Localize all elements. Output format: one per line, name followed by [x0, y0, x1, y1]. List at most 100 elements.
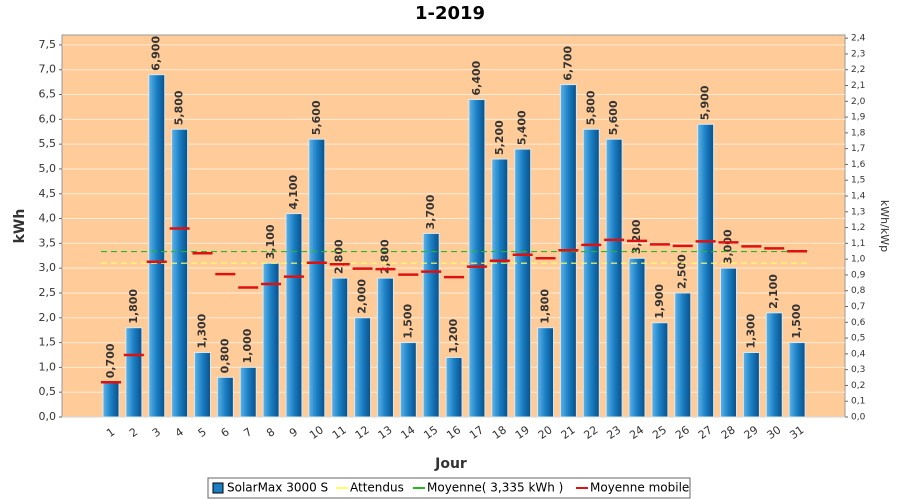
- value-label: 1,300: [195, 313, 208, 348]
- y2-tick-label: 1,1: [851, 239, 865, 249]
- bar: [445, 356, 463, 418]
- value-label: 3,200: [630, 219, 643, 254]
- bar: [628, 257, 646, 418]
- y-tick-label: 7,5: [39, 38, 57, 51]
- x-tick-label: 8: [264, 425, 277, 440]
- value-label: 3,700: [424, 194, 437, 229]
- y2-tick-label: 0,9: [851, 270, 866, 280]
- value-label: 5,800: [173, 90, 186, 125]
- y-tick-label: 0,5: [39, 385, 57, 398]
- y2-tick-label: 1,2: [851, 223, 865, 233]
- x-tick-label: 9: [287, 425, 300, 440]
- bar: [697, 123, 715, 418]
- legend-swatch: [212, 482, 224, 494]
- y2-tick-label: 1,5: [851, 176, 865, 186]
- x-tick-label: 4: [173, 425, 186, 440]
- x-tick-label: 3: [150, 425, 163, 440]
- x-tick-label: 26: [673, 423, 692, 442]
- x-tick-label: 17: [467, 423, 486, 442]
- y-tick-label: 6,5: [39, 88, 57, 101]
- value-label: 1,800: [539, 289, 552, 324]
- legend-label: Moyenne mobile: [590, 481, 689, 495]
- y2-tick-label: 0,8: [851, 286, 866, 296]
- x-tick-label: 15: [421, 423, 440, 442]
- y-tick-label: 7,0: [39, 63, 57, 76]
- value-label: 5,900: [699, 85, 712, 120]
- value-label: 1,500: [790, 303, 803, 338]
- x-tick-label: 6: [218, 425, 231, 440]
- x-tick-label: 7: [241, 425, 254, 440]
- y2-tick-label: 0,3: [851, 365, 865, 375]
- value-label: 5,600: [310, 100, 323, 135]
- x-tick-label: 28: [719, 423, 738, 442]
- value-label: 6,400: [470, 60, 483, 95]
- y2-tick-label: 0,6: [851, 318, 866, 328]
- value-label: 1,900: [653, 284, 666, 319]
- y2-tick-label: 1,4: [851, 192, 866, 202]
- legend-box: [207, 477, 691, 499]
- bar: [125, 327, 143, 418]
- x-tick-label: 20: [536, 423, 555, 442]
- x-tick-label: 30: [764, 423, 783, 442]
- bar: [262, 262, 280, 418]
- bar: [193, 352, 211, 418]
- value-label: 1,500: [401, 303, 414, 338]
- bar: [491, 158, 509, 418]
- y2-tick-label: 0,7: [851, 302, 865, 312]
- bar: [765, 312, 783, 418]
- y2-tick-label: 1,7: [851, 144, 865, 154]
- value-label: 3,000: [721, 229, 734, 264]
- value-label: 0,800: [218, 338, 231, 373]
- bar: [376, 277, 394, 418]
- x-tick-label: 16: [444, 423, 463, 442]
- value-label: 0,700: [104, 343, 117, 378]
- bar: [514, 148, 532, 418]
- x-tick-label: 31: [787, 423, 806, 442]
- value-label: 2,800: [378, 239, 391, 274]
- y-axis-label: kWh: [12, 209, 28, 244]
- y2-tick-label: 1,6: [851, 160, 866, 170]
- y-tick-label: 2,0: [39, 311, 57, 324]
- y-tick-label: 4,5: [39, 187, 57, 200]
- y-tick-label: 0,0: [39, 410, 57, 423]
- bar: [582, 128, 600, 418]
- value-label: 3,100: [264, 224, 277, 259]
- bar: [742, 352, 760, 418]
- y2-tick-label: 2,1: [851, 81, 865, 91]
- x-axis-label: Jour: [434, 456, 467, 472]
- y2-axis-label: kWh/kWp: [878, 200, 891, 252]
- x-tick-label: 23: [604, 423, 623, 442]
- plot-area: [61, 34, 846, 418]
- value-label: 1,000: [241, 328, 254, 363]
- y2-tick-label: 0,0: [851, 413, 866, 423]
- y-tick-label: 2,5: [39, 286, 57, 299]
- bar: [422, 232, 440, 418]
- y2-tick-label: 2,0: [851, 97, 866, 107]
- y-tick-label: 4,0: [39, 212, 57, 225]
- x-tick-label: 14: [399, 423, 418, 442]
- y-tick-label: 1,5: [39, 336, 57, 349]
- x-tick-label: 19: [513, 423, 532, 442]
- x-tick-label: 2: [127, 425, 140, 440]
- value-label: 6,900: [150, 36, 163, 71]
- legend-label: Attendus: [350, 481, 404, 495]
- x-tick-label: 5: [196, 425, 209, 440]
- x-tick-label: 21: [559, 423, 578, 442]
- y2-tick-label: 2,2: [851, 65, 865, 75]
- legend-label: Moyenne( 3,335 kWh ): [427, 481, 563, 495]
- bar: [331, 277, 349, 418]
- bar: [719, 267, 737, 418]
- value-label: 2,000: [356, 279, 369, 314]
- bar: [788, 342, 806, 418]
- y2-tick-label: 2,3: [851, 49, 865, 59]
- y2-tick-label: 1,9: [851, 113, 866, 123]
- y2-tick-label: 0,4: [851, 349, 866, 359]
- x-tick-label: 13: [376, 423, 395, 442]
- y-tick-label: 3,5: [39, 236, 57, 249]
- value-label: 2,100: [767, 274, 780, 309]
- y2-tick-label: 0,2: [851, 381, 865, 391]
- chart-title: 1-2019: [415, 3, 485, 24]
- value-label: 5,400: [516, 110, 529, 145]
- x-tick-label: 29: [742, 423, 761, 442]
